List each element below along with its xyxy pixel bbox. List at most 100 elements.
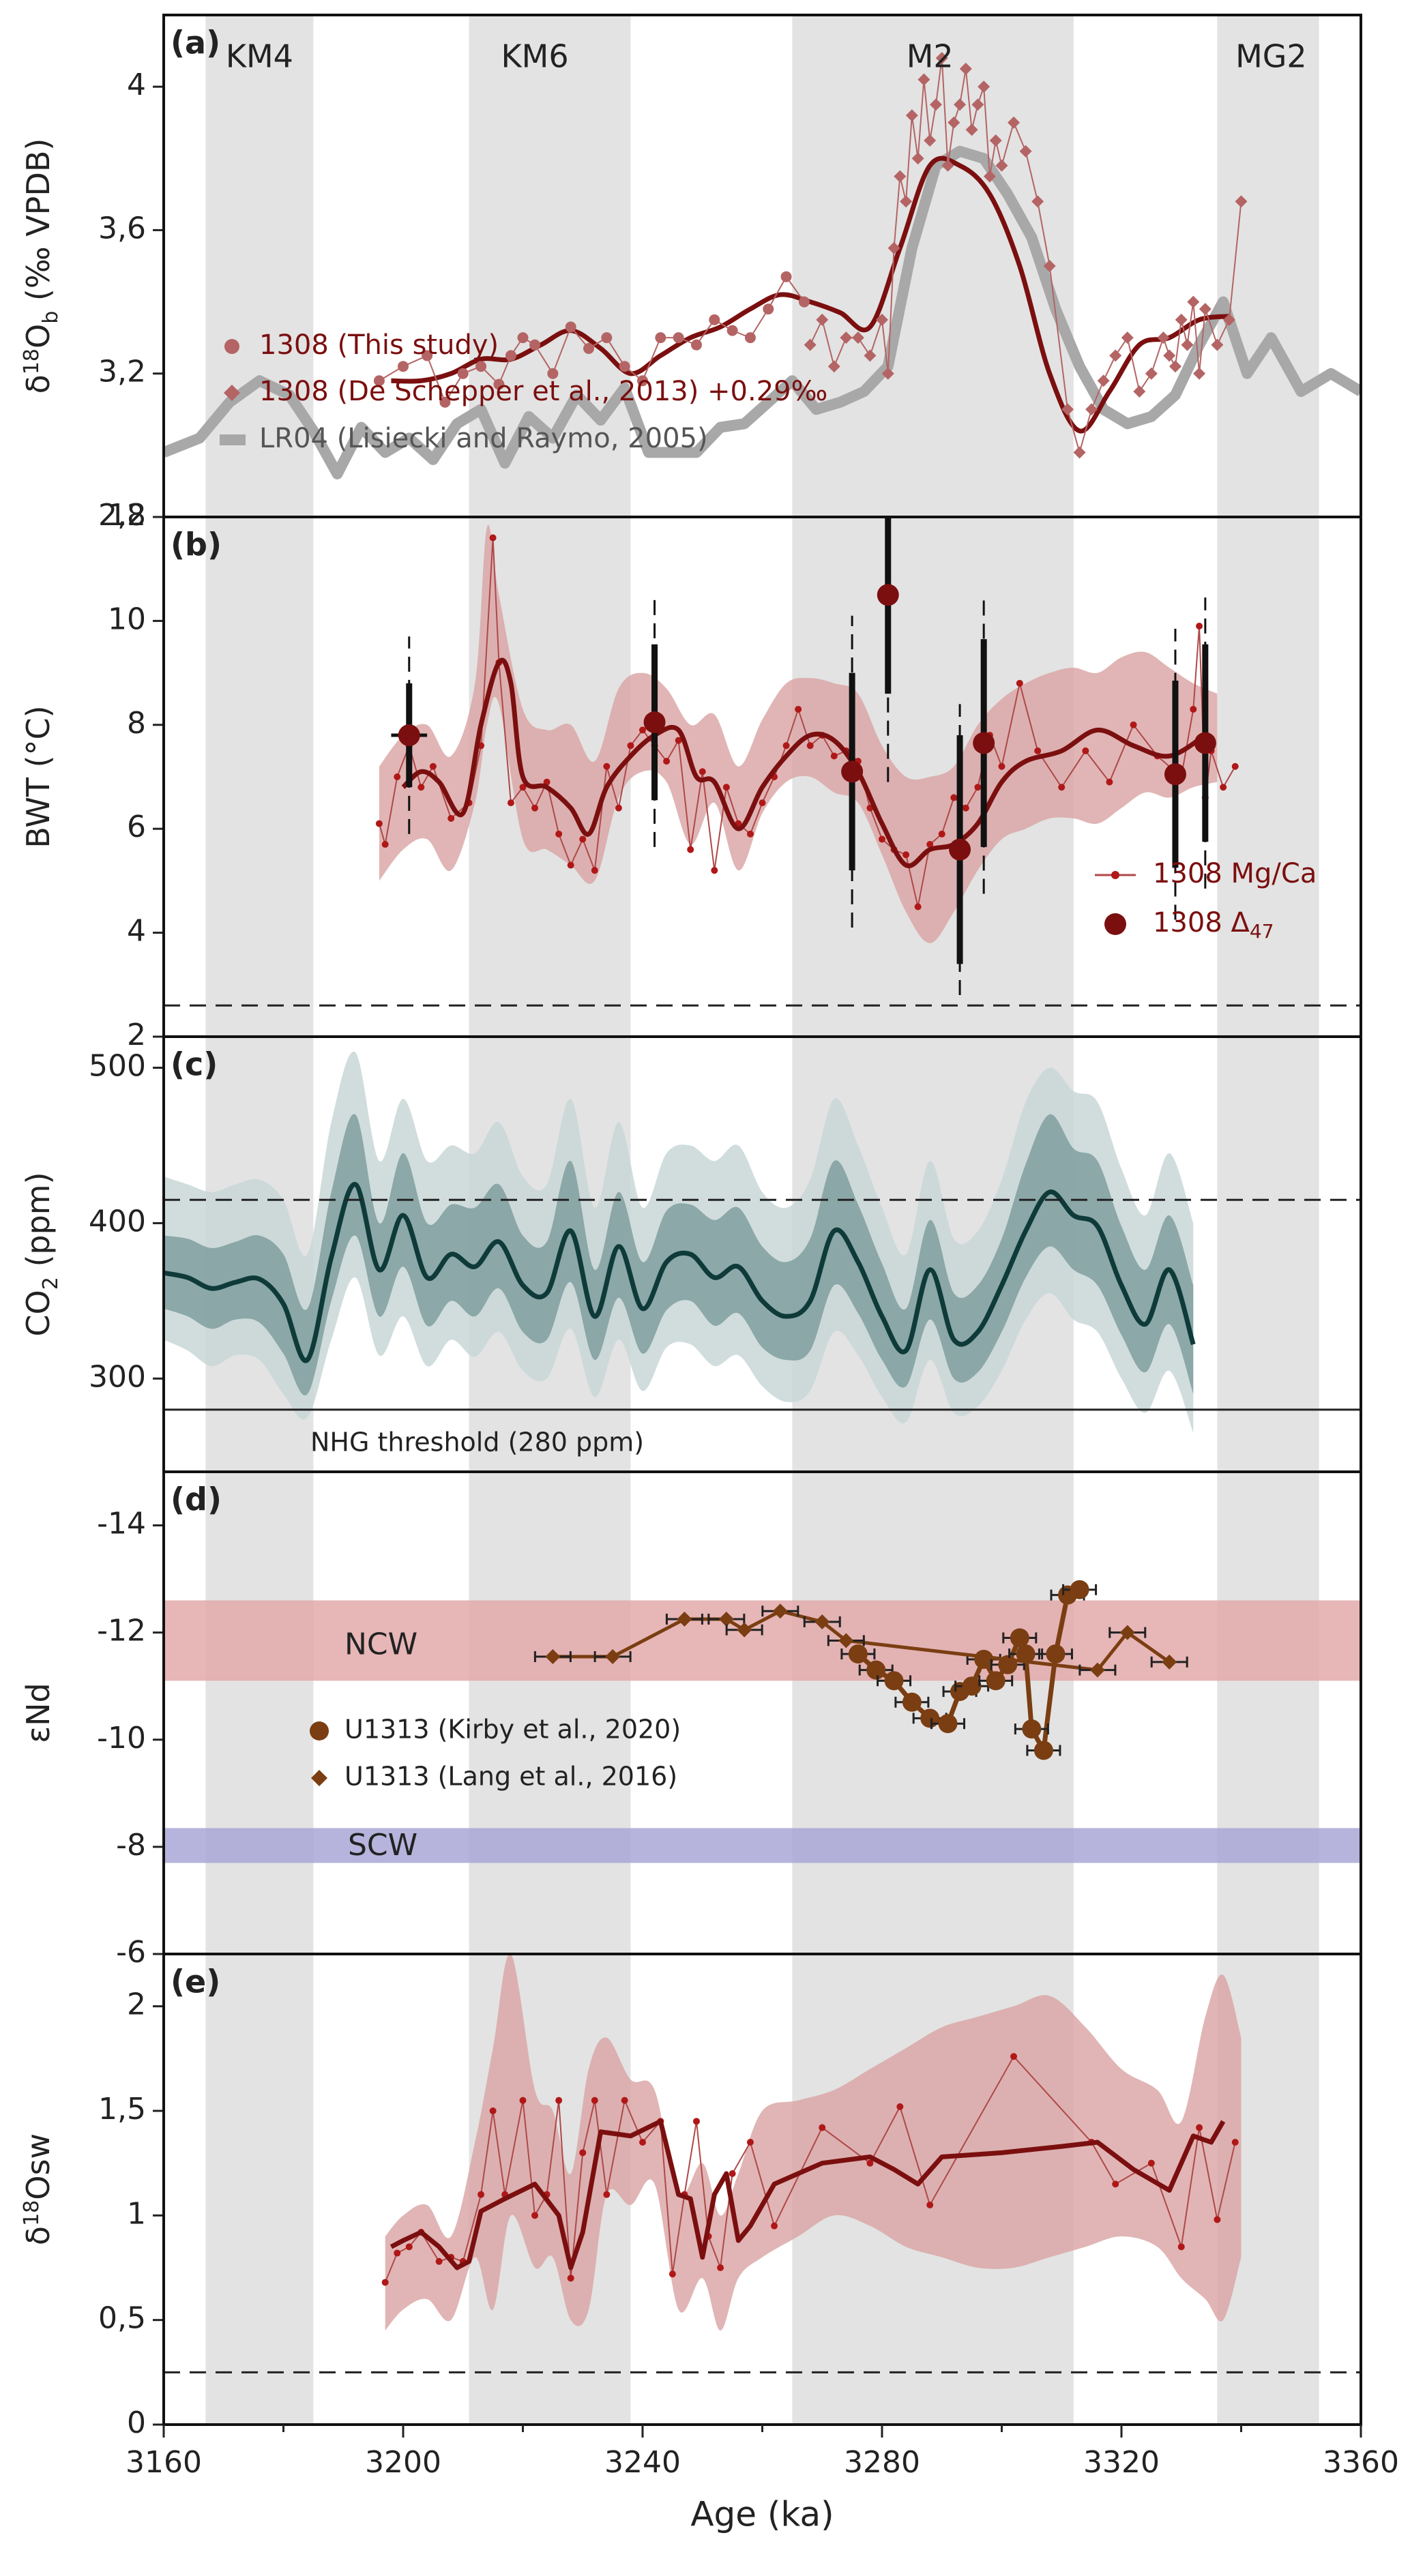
mgca-smoothed-line — [401, 657, 1207, 868]
y-tick-label: 3,2 — [98, 355, 146, 389]
de-schepper-point — [929, 98, 942, 111]
y-tick-label: 300 — [89, 1359, 146, 1394]
x-tick-label: 3280 — [844, 2445, 920, 2480]
de-schepper-point — [1019, 145, 1032, 158]
d18osw-uncertainty-band — [385, 1954, 1242, 2330]
d18osw-point — [531, 2212, 539, 2219]
plot-area — [164, 1580, 1361, 1863]
panel-c: (c) 300 400 500 CO2 (ppm) NHG threshold (280 … — [20, 1035, 1362, 1473]
panel-e: (e) 0 0,5 1 1,5 2 δ18Osw — [20, 1953, 1362, 2440]
d47-point — [973, 732, 995, 754]
mgca-point — [1106, 778, 1113, 786]
de-schepper-point — [1222, 313, 1235, 326]
de-schepper-point — [971, 98, 984, 111]
legend-marker-circle — [310, 1721, 329, 1741]
this-study-point — [637, 375, 648, 387]
de-schepper-point — [989, 134, 1002, 147]
y-tick-label: -6 — [116, 1935, 146, 1970]
legend-marker-big-dot — [1104, 913, 1126, 935]
y-tick-label: 2 — [127, 1987, 146, 2022]
d47-point — [949, 838, 971, 861]
de-schepper-point — [941, 159, 954, 172]
kirby-point — [1070, 1580, 1089, 1599]
plot-area — [164, 517, 1361, 1007]
lang-point — [772, 1603, 788, 1619]
this-study-point — [601, 332, 613, 344]
y-tick-label: 4 — [127, 914, 146, 949]
legend-marker-dot — [1111, 871, 1119, 879]
de-schepper-point — [1175, 313, 1188, 326]
mgca-point — [1190, 705, 1197, 713]
d47-point — [841, 760, 864, 783]
kirby-point — [866, 1660, 886, 1680]
this-study-point — [373, 375, 385, 387]
d18osw-point — [639, 2139, 646, 2146]
lang-point — [1162, 1654, 1177, 1670]
d18osw-point — [519, 2097, 527, 2104]
panel-border — [162, 1470, 1362, 1955]
x-tick-label: 3200 — [365, 2445, 441, 2480]
kirby-point — [1016, 1644, 1036, 1664]
panel-letter: (c) — [171, 1046, 218, 1083]
mgca-point — [675, 737, 682, 744]
ncw-label: NCW — [344, 1627, 417, 1661]
d18osw-point — [729, 2170, 736, 2177]
mgca-point — [567, 861, 574, 869]
mgca-point — [447, 814, 455, 822]
d47-point — [877, 584, 899, 606]
d18osw-point — [1231, 2139, 1239, 2146]
de-schepper-point — [978, 80, 990, 93]
this-study-point — [726, 325, 738, 336]
y-tick-label: 400 — [89, 1204, 146, 1239]
panel-letter: (a) — [171, 25, 220, 61]
legend-a: 1308 (This study) 1308 (De Schepper et al… — [220, 329, 827, 454]
de-schepper-point — [881, 367, 894, 380]
d18osw-point — [405, 2243, 413, 2251]
de-schepper-point — [1199, 303, 1211, 316]
mgca-point — [603, 763, 611, 770]
de-schepper-point — [1193, 367, 1206, 380]
mgca-point — [998, 763, 1005, 770]
scw-label: SCW — [348, 1828, 417, 1863]
de-schepper-point — [948, 116, 960, 129]
de-schepper-point — [995, 159, 1008, 172]
mgca-point — [938, 830, 945, 838]
x-tick-label: 3160 — [126, 2445, 202, 2480]
lang-point — [814, 1614, 830, 1629]
de-schepper-point — [887, 241, 900, 254]
d18osw-point — [555, 2097, 563, 2104]
this-study-point — [493, 379, 505, 390]
mgca-point — [782, 742, 790, 750]
de-schepper-point — [1181, 338, 1194, 351]
de-schepper-point — [1097, 374, 1110, 387]
y-axis-label: εNd — [20, 1683, 57, 1743]
de-schepper-point — [959, 62, 972, 75]
legend-label: U1313 (Kirby et al., 2020) — [344, 1715, 681, 1745]
d47-point — [1194, 732, 1216, 754]
y-axis-label: BWT (°C) — [20, 705, 57, 848]
mgca-point — [711, 867, 718, 874]
d18osw-point — [489, 2107, 497, 2114]
d18osw-point — [579, 2149, 587, 2157]
mgca-point — [879, 835, 885, 843]
this-study-point — [744, 332, 756, 344]
mgca-point — [974, 784, 982, 791]
d47-point — [643, 711, 666, 733]
de-schepper-point — [1073, 446, 1086, 459]
de-schepper-point — [894, 170, 907, 183]
this-study-point — [798, 296, 810, 308]
legend-marker-diamond — [311, 1770, 327, 1786]
legend-label: U1313 (Lang et al., 2016) — [344, 1762, 677, 1792]
y-tick-label: 1 — [127, 2196, 146, 2231]
de-schepper-point — [924, 134, 937, 147]
panel-letter: (e) — [171, 1964, 220, 2000]
lang-point — [605, 1649, 621, 1665]
this-study-point — [475, 361, 487, 372]
d18osw-point — [478, 2191, 485, 2198]
d18osw-point — [435, 2257, 443, 2265]
y-tick-label: 500 — [89, 1049, 146, 1084]
de-schepper-point — [1187, 295, 1200, 308]
de-schepper-point — [1121, 331, 1134, 344]
